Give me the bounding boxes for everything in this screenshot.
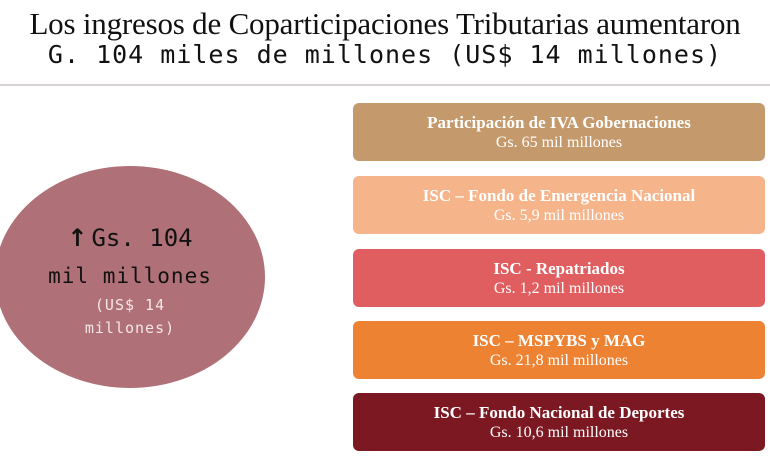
item-amount: Gs. 65 mil millones — [353, 133, 765, 153]
total-amount-value: Gs. 104 — [91, 224, 192, 252]
arrow-up-icon: ↑ — [67, 224, 87, 252]
title-line-1: Los ingresos de Coparticipaciones Tribut… — [0, 6, 770, 42]
total-amount: ↑ Gs. 104 — [0, 224, 265, 252]
item-name: ISC – Fondo de Emergencia Nacional — [353, 185, 765, 206]
total-amount-usd: (US$ 14 millones) — [55, 294, 205, 340]
item-name: Participación de IVA Gobernaciones — [353, 112, 765, 133]
item-name: ISC – MSPYBS y MAG — [353, 330, 765, 351]
total-summary-circle: ↑ Gs. 104 mil millones (US$ 14 millones) — [0, 166, 265, 388]
title-divider — [0, 84, 770, 86]
item-box-mspybs-mag: ISC – MSPYBS y MAG Gs. 21,8 mil millones — [353, 321, 765, 379]
item-name: ISC – Fondo Nacional de Deportes — [353, 402, 765, 423]
item-name: ISC - Repatriados — [353, 258, 765, 279]
item-box-iva-gobernaciones: Participación de IVA Gobernaciones Gs. 6… — [353, 103, 765, 161]
title-line-2: G. 104 miles de millones (US$ 14 millone… — [0, 40, 770, 69]
usd-line-2: millones) — [55, 317, 205, 340]
item-amount: Gs. 5,9 mil millones — [353, 206, 765, 226]
item-amount: Gs. 10,6 mil millones — [353, 423, 765, 443]
item-amount: Gs. 1,2 mil millones — [353, 279, 765, 299]
usd-line-1: (US$ 14 — [55, 294, 205, 317]
total-amount-unit: mil millones — [0, 264, 265, 288]
item-amount: Gs. 21,8 mil millones — [353, 351, 765, 371]
item-box-fondo-emergencia: ISC – Fondo de Emergencia Nacional Gs. 5… — [353, 176, 765, 234]
item-box-fondo-deportes: ISC – Fondo Nacional de Deportes Gs. 10,… — [353, 393, 765, 451]
item-box-repatriados: ISC - Repatriados Gs. 1,2 mil millones — [353, 249, 765, 307]
